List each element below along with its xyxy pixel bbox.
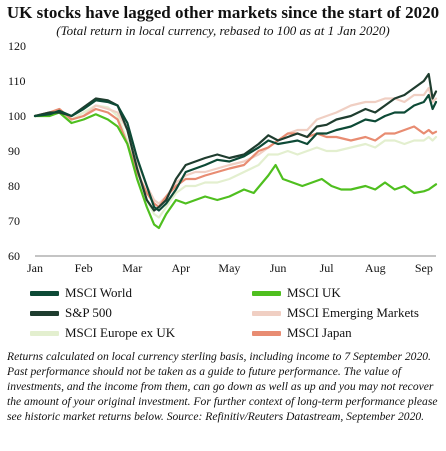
y-tick-label: 80 xyxy=(8,179,20,193)
series-line-msci-europe-ex-uk xyxy=(33,104,438,219)
x-tick-label: May xyxy=(218,261,240,275)
x-tick-label: Jun xyxy=(270,261,287,275)
chart-series-group xyxy=(33,72,438,230)
line-chart: 60 70 80 90 100 110 120 Jan Feb Mar Apr May Jun Jul Au… xyxy=(8,39,438,275)
x-tick-label: Jul xyxy=(320,261,335,275)
x-tick-label: Mar xyxy=(122,261,142,275)
legend-swatch xyxy=(30,330,59,336)
y-tick-label: 70 xyxy=(8,214,20,228)
legend-item-msci-em: MSCI Emerging Markets xyxy=(252,305,419,321)
y-tick-label: 100 xyxy=(8,109,26,123)
legend-swatch xyxy=(252,310,281,316)
series-line-msci-emerging-markets xyxy=(33,86,438,205)
legend-item-msci-japan: MSCI Japan xyxy=(252,325,352,341)
chart-legend: MSCI World MSCI UK S&P 500 MSCI Emerging… xyxy=(0,285,446,347)
legend-item-msci-world: MSCI World xyxy=(30,285,132,301)
legend-swatch xyxy=(252,330,281,336)
y-tick-label: 120 xyxy=(8,39,26,53)
chart-subtitle: (Total return in local currency, rebased… xyxy=(56,23,390,38)
legend-label: MSCI Emerging Markets xyxy=(287,305,419,320)
y-tick-label: 110 xyxy=(8,74,26,88)
y-tick-label: 60 xyxy=(8,249,20,263)
chart-axes: 60 70 80 90 100 110 120 Jan Feb Mar Apr May Jun Jul Au… xyxy=(8,39,436,275)
chart-title: UK stocks have lagged other markets sinc… xyxy=(6,3,440,22)
legend-label: MSCI Europe ex UK xyxy=(65,325,176,340)
x-tick-label: Jan xyxy=(27,261,43,275)
legend-item-msci-uk: MSCI UK xyxy=(252,285,341,301)
legend-label: MSCI World xyxy=(65,285,132,300)
legend-swatch xyxy=(30,310,59,316)
series-line-msci-world xyxy=(33,93,438,212)
x-tick-label: Feb xyxy=(75,261,93,275)
legend-label: S&P 500 xyxy=(65,305,112,320)
y-tick-label: 90 xyxy=(8,144,20,158)
footnote: Returns calculated on local currency ste… xyxy=(7,350,438,423)
legend-swatch xyxy=(252,290,281,296)
x-tick-label: Apr xyxy=(171,261,190,275)
x-tick-label: Sep xyxy=(415,261,433,275)
series-line-msci-uk xyxy=(33,111,438,230)
legend-item-msci-europe-ex-uk: MSCI Europe ex UK xyxy=(30,325,175,341)
legend-label: MSCI Japan xyxy=(287,325,352,340)
legend-item-sp500: S&P 500 xyxy=(30,305,112,321)
legend-label: MSCI UK xyxy=(287,285,341,300)
series-line-msci-japan xyxy=(33,107,438,209)
x-tick-label: Aug xyxy=(365,261,386,275)
legend-swatch xyxy=(30,290,59,296)
